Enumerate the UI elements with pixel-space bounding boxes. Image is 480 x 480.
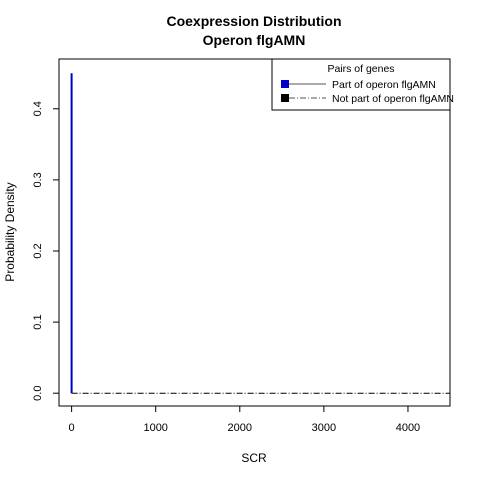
- x-axis: 0 1000 2000 3000 4000: [69, 406, 420, 434]
- y-tick-label: 0.0: [32, 386, 44, 401]
- legend-swatch-operon: [281, 80, 289, 88]
- legend-label-operon: Part of operon flgAMN: [332, 79, 436, 91]
- y-tick-label: 0.4: [32, 101, 44, 116]
- x-tick-label: 3000: [312, 422, 336, 434]
- series-layer: [70, 73, 450, 394]
- legend-swatch-nonoperon: [281, 94, 289, 102]
- x-tick-label: 1000: [143, 422, 167, 434]
- y-tick-label: 0.3: [32, 172, 44, 187]
- chart-title: Coexpression Distribution: [166, 13, 341, 29]
- plot-frame: [58, 58, 451, 407]
- legend: Pairs of genes Part of operon flgAMN Not…: [271, 58, 454, 111]
- legend-label-nonoperon: Not part of operon flgAMN: [332, 93, 454, 105]
- x-axis-label: SCR: [241, 451, 267, 465]
- legend-title: Pairs of genes: [327, 63, 394, 75]
- x-tick-label: 4000: [396, 422, 420, 434]
- x-tick-label: 0: [69, 422, 75, 434]
- y-tick-label: 0.1: [32, 314, 44, 329]
- x-tick-label: 2000: [228, 422, 252, 434]
- y-axis: 0.0 0.1 0.2 0.3 0.4: [32, 101, 59, 401]
- y-axis-label: Probability Density: [3, 182, 17, 281]
- y-tick-label: 0.2: [32, 243, 44, 258]
- chart-subtitle: Operon flgAMN: [203, 32, 306, 48]
